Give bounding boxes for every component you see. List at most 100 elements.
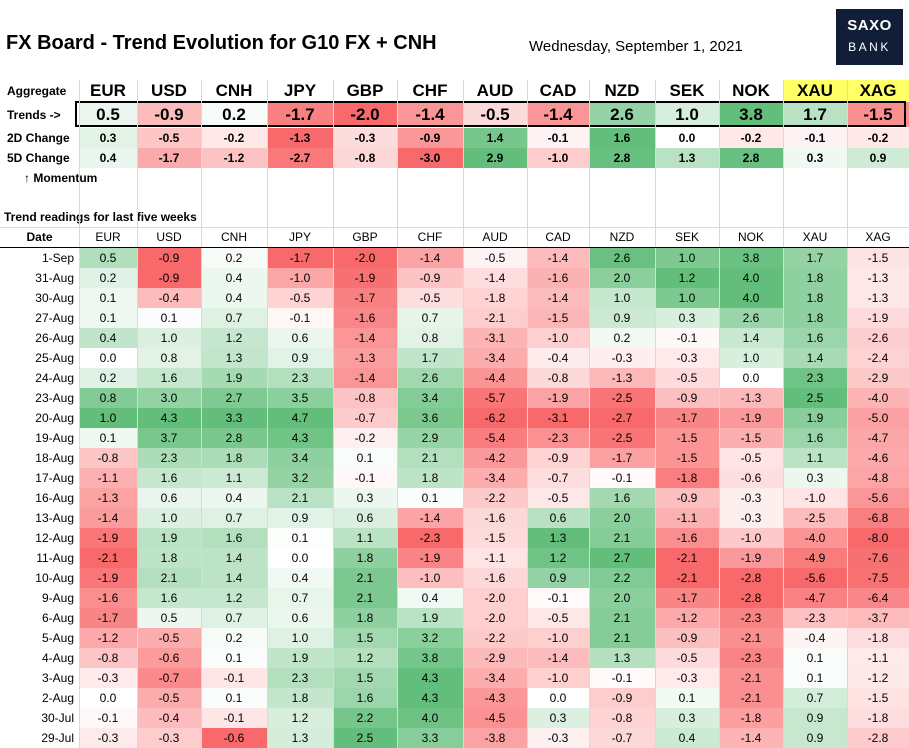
row-value-chf: -0.9 (397, 268, 463, 288)
row-value-xag: -4.0 (847, 388, 909, 408)
currency-header-xag: XAG (847, 80, 909, 101)
row-value-xag: -4.6 (847, 448, 909, 468)
row-value-sek: 1.2 (655, 268, 719, 288)
row-value-eur: 0.0 (79, 348, 137, 368)
row-value-xau: -1.0 (783, 488, 847, 508)
row-value-chf: 3.6 (397, 408, 463, 428)
row-date: 18-Aug (35, 451, 74, 465)
row-value-xag: -7.6 (847, 548, 909, 568)
row-value-cnh: 1.3 (201, 348, 267, 368)
row-date: 4-Aug (41, 651, 74, 665)
row-value-xag: -1.3 (847, 268, 909, 288)
row-value-sek: 0.4 (655, 728, 719, 748)
change-2d-xau: -0.1 (783, 128, 847, 148)
row-value-chf: 0.8 (397, 328, 463, 348)
row-date: 24-Aug (35, 371, 74, 385)
row-value-eur: 0.1 (79, 428, 137, 448)
row-value-sek: -2.1 (655, 568, 719, 588)
change-2d-gbp: -0.3 (333, 128, 397, 148)
row-value-gbp: -1.4 (333, 328, 397, 348)
trend-value-jpy: -1.7 (267, 102, 333, 127)
currency-header-aud: AUD (476, 81, 514, 100)
row-value-nok: -1.3 (719, 388, 783, 408)
row-value-xau: 2.5 (783, 388, 847, 408)
row-value-xag: -1.2 (847, 668, 909, 688)
row-date: 29-Jul (41, 731, 74, 745)
row-value-gbp: 1.5 (333, 668, 397, 688)
column-gridline (719, 80, 720, 748)
row-value-xau: 0.9 (783, 708, 847, 728)
row-date: 26-Aug (35, 331, 74, 345)
row-date: 20-Aug (35, 411, 74, 425)
row-value-nzd: 0.9 (589, 308, 655, 328)
row-value-nok: 3.8 (719, 248, 783, 268)
row-value-sek: -0.5 (655, 368, 719, 388)
row-value-nzd: 1.0 (589, 288, 655, 308)
row-date: 27-Aug (35, 311, 74, 325)
row-value-nok: -1.0 (719, 528, 783, 548)
table-header-cad: CAD (545, 230, 571, 244)
row-value-cnh: 1.2 (201, 328, 267, 348)
row-value-nzd: 0.2 (589, 328, 655, 348)
row-value-cad: -0.9 (527, 448, 589, 468)
row-value-xag: -6.8 (847, 508, 909, 528)
trend-value-nok: 3.8 (719, 102, 783, 127)
row-value-jpy: 1.2 (267, 708, 333, 728)
row-value-usd: 1.6 (137, 588, 201, 608)
row-value-aud: -2.2 (463, 628, 527, 648)
row-value-gbp: 2.1 (333, 588, 397, 608)
row-value-gbp: 2.5 (333, 728, 397, 748)
row-value-xau: 1.9 (783, 408, 847, 428)
row-value-sek: -0.3 (655, 668, 719, 688)
row-value-aud: -4.3 (463, 688, 527, 708)
change-2d-xag: -0.2 (847, 128, 909, 148)
row-value-aud: -0.5 (463, 248, 527, 268)
row-value-nok: -0.6 (719, 468, 783, 488)
row-value-eur: -1.7 (79, 608, 137, 628)
row-value-usd: 1.0 (137, 328, 201, 348)
row-value-usd: -0.4 (137, 288, 201, 308)
trends-row-border (75, 101, 906, 127)
row-value-xag: -4.8 (847, 468, 909, 488)
row-value-nzd: -0.1 (589, 468, 655, 488)
row-value-xag: -5.6 (847, 488, 909, 508)
row-value-cnh: 0.7 (201, 308, 267, 328)
row-value-xau: -4.0 (783, 528, 847, 548)
change-2d-cad: -0.1 (527, 128, 589, 148)
row-value-nzd: -2.7 (589, 408, 655, 428)
row-value-usd: -0.5 (137, 688, 201, 708)
row-value-xag: -6.4 (847, 588, 909, 608)
row-value-sek: -0.9 (655, 488, 719, 508)
trend-value-nzd: 2.6 (589, 102, 655, 127)
row-value-aud: -5.4 (463, 428, 527, 448)
row-value-eur: -1.4 (79, 508, 137, 528)
row-value-gbp: -0.8 (333, 388, 397, 408)
row-value-eur: -1.1 (79, 468, 137, 488)
row-value-xag: -1.3 (847, 288, 909, 308)
row-value-usd: 2.1 (137, 568, 201, 588)
row-value-gbp: 1.6 (333, 688, 397, 708)
trend-value-eur: 0.5 (79, 102, 137, 127)
row-value-gbp: 1.5 (333, 628, 397, 648)
saxo-bank-logo: SAXO BANK (836, 9, 903, 65)
change-2d-jpy: -1.3 (267, 128, 333, 148)
row-value-sek: -1.7 (655, 408, 719, 428)
change-5d-nok: 2.8 (719, 148, 783, 168)
row-value-cad: -2.3 (527, 428, 589, 448)
logo-line-1: SAXO (847, 17, 892, 34)
row-value-jpy: -0.1 (267, 308, 333, 328)
row-value-cad: -3.1 (527, 408, 589, 428)
row-value-xau: -0.4 (783, 628, 847, 648)
change-2d-chf: -0.9 (397, 128, 463, 148)
row-value-gbp: 2.1 (333, 568, 397, 588)
row-value-jpy: 3.2 (267, 468, 333, 488)
row-value-nok: -1.5 (719, 428, 783, 448)
row-value-nzd: 1.6 (589, 488, 655, 508)
row-value-xag: -1.5 (847, 248, 909, 268)
row-value-xau: 1.6 (783, 328, 847, 348)
column-gridline (527, 80, 528, 748)
column-gridline (201, 80, 202, 748)
row-value-aud: -1.6 (463, 508, 527, 528)
row-value-xau: -2.5 (783, 508, 847, 528)
table-header-cnh: CNH (221, 230, 247, 244)
